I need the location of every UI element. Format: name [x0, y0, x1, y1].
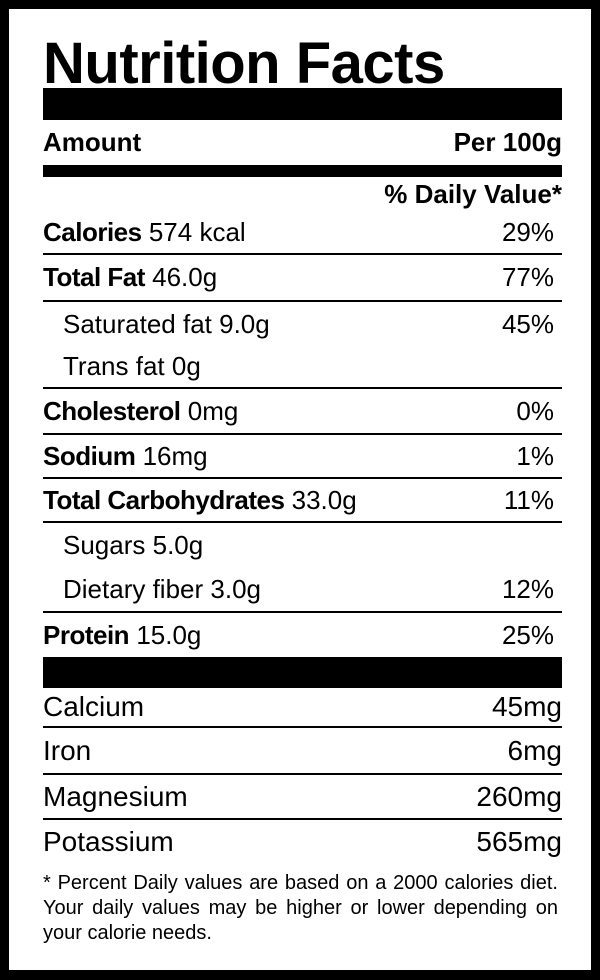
nutrient-name: Saturated fat: [63, 308, 212, 339]
thick-divider: [43, 88, 562, 120]
nutrient-name: Dietary fiber: [63, 573, 204, 604]
amount-label: Amount: [43, 127, 142, 157]
mineral-name: Iron: [43, 734, 92, 766]
mineral-name: Calcium: [43, 691, 145, 722]
nutrient-amount: 15.0g: [136, 619, 202, 650]
nutrient-amount: 33.0g: [291, 484, 357, 515]
daily-value-header: % Daily Value*: [43, 177, 562, 212]
nutrient-name: Total Fat: [43, 262, 145, 292]
nutrient-row-total-fat: Total Fat 46.0g 77%: [43, 255, 562, 302]
nutrient-amount: 16mg: [142, 440, 208, 471]
nutrient-name: Trans fat: [63, 351, 165, 381]
nutrient-dv: 25%: [501, 619, 554, 650]
nutrient-amount: 0mg: [187, 395, 239, 426]
nutrient-dv: 45%: [501, 308, 554, 339]
mineral-amount: 45mg: [491, 691, 562, 722]
nutrient-amount: 574 kcal: [148, 217, 246, 247]
mineral-amount: 6mg: [507, 734, 562, 766]
mineral-row-calcium: Calcium 45mg: [43, 688, 562, 728]
amount-header: Amount Per 100g: [43, 120, 562, 165]
medium-divider: [43, 165, 562, 177]
nutrient-dv: 29%: [501, 217, 554, 247]
nutrient-name: Sugars: [63, 529, 146, 560]
nutrient-row-cholesterol: Cholesterol 0mg 0%: [43, 389, 562, 435]
nutrient-row-sugars: Sugars 5.0g: [43, 523, 562, 567]
mineral-amount: 260mg: [476, 780, 562, 812]
nutrient-name: Protein: [43, 619, 130, 650]
nutrient-amount: 5.0g: [152, 529, 204, 560]
nutrient-row-sodium: Sodium 16mg 1%: [43, 435, 562, 479]
mineral-name: Potassium: [43, 826, 174, 857]
nutrient-amount: 46.0g: [152, 262, 218, 292]
nutrient-row-calories: Calories 574 kcal 29%: [43, 212, 562, 255]
nutrient-amount: 0g: [171, 351, 201, 381]
nutrient-row-saturated-fat: Saturated fat 9.0g 45%: [43, 302, 562, 346]
nutrition-label: Nutrition Facts Amount Per 100g % Daily …: [9, 9, 591, 970]
daily-value-label: % Daily Value*: [384, 179, 562, 209]
nutrient-row-dietary-fiber: Dietary fiber 3.0g 12%: [43, 567, 562, 613]
footnote: * Percent Daily values are based on a 20…: [43, 872, 558, 944]
nutrient-row-trans-fat: Trans fat 0g: [43, 346, 562, 389]
mineral-row-iron: Iron 6mg: [43, 728, 562, 775]
mineral-row-potassium: Potassium 565mg: [43, 820, 562, 864]
mineral-name: Magnesium: [43, 780, 188, 812]
nutrient-amount: 3.0g: [210, 573, 261, 604]
nutrient-row-total-carbohydrates: Total Carbohydrates 33.0g 11%: [43, 479, 562, 523]
nutrient-name: Sodium: [43, 440, 136, 471]
nutrient-amount: 9.0g: [219, 308, 270, 339]
mineral-row-magnesium: Magnesium 260mg: [43, 775, 562, 820]
label-title: Nutrition Facts: [43, 31, 445, 96]
nutrient-dv: 12%: [501, 573, 554, 604]
thick-divider: [43, 657, 562, 688]
nutrient-name: Total Carbohydrates: [43, 484, 285, 515]
nutrient-dv: 77%: [501, 262, 554, 292]
nutrient-name: Calories: [43, 217, 142, 247]
nutrient-dv: 11%: [503, 484, 554, 515]
serving-size: Per 100g: [453, 127, 562, 157]
nutrient-dv: 1%: [516, 440, 554, 471]
nutrient-dv: 0%: [516, 395, 554, 426]
nutrient-name: Cholesterol: [43, 395, 181, 426]
mineral-amount: 565mg: [476, 826, 562, 857]
nutrient-row-protein: Protein 15.0g 25%: [43, 613, 562, 657]
